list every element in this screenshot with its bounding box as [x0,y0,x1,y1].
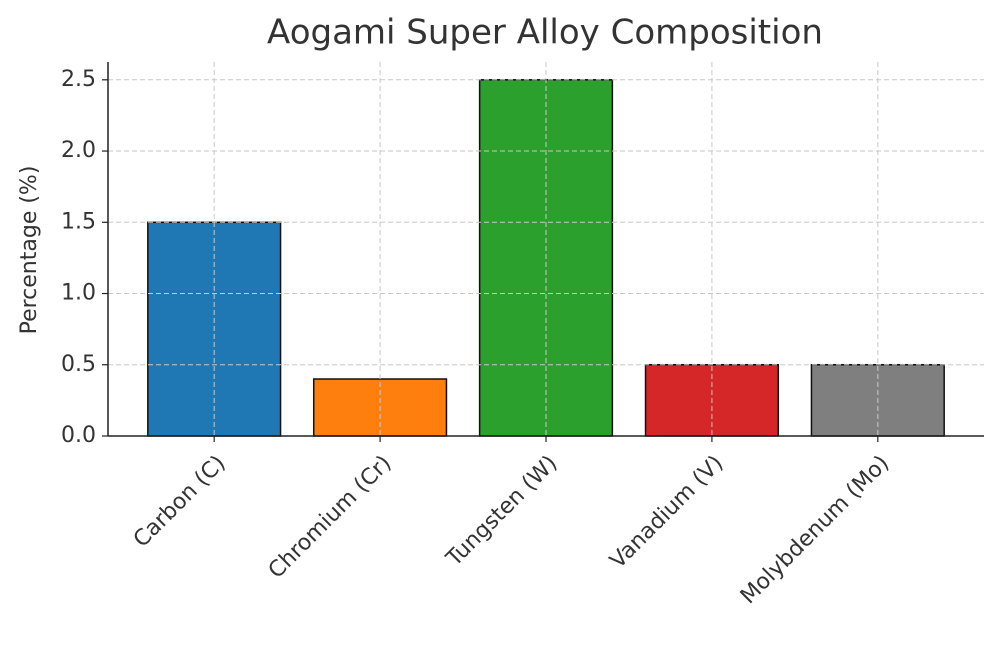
y-tick-label: 1.0 [61,281,96,306]
x-tick-label: Chromium (Cr) [264,451,397,584]
y-tick-label: 0.0 [61,423,96,448]
chart-title: Aogami Super Alloy Composition [267,13,823,53]
y-tick-label: 1.5 [61,209,96,234]
x-tick-label: Vanadium (V) [605,451,728,574]
y-tick-label: 0.5 [61,352,96,377]
x-tick-label: Molybdenum (Mo) [736,451,894,609]
x-tick-label: Tungsten (W) [441,451,562,572]
y-tick-label: 2.5 [61,67,96,92]
y-axis-label: Percentage (%) [17,166,42,335]
x-tick-label: Carbon (C) [129,451,231,553]
y-tick-label: 2.0 [61,138,96,163]
